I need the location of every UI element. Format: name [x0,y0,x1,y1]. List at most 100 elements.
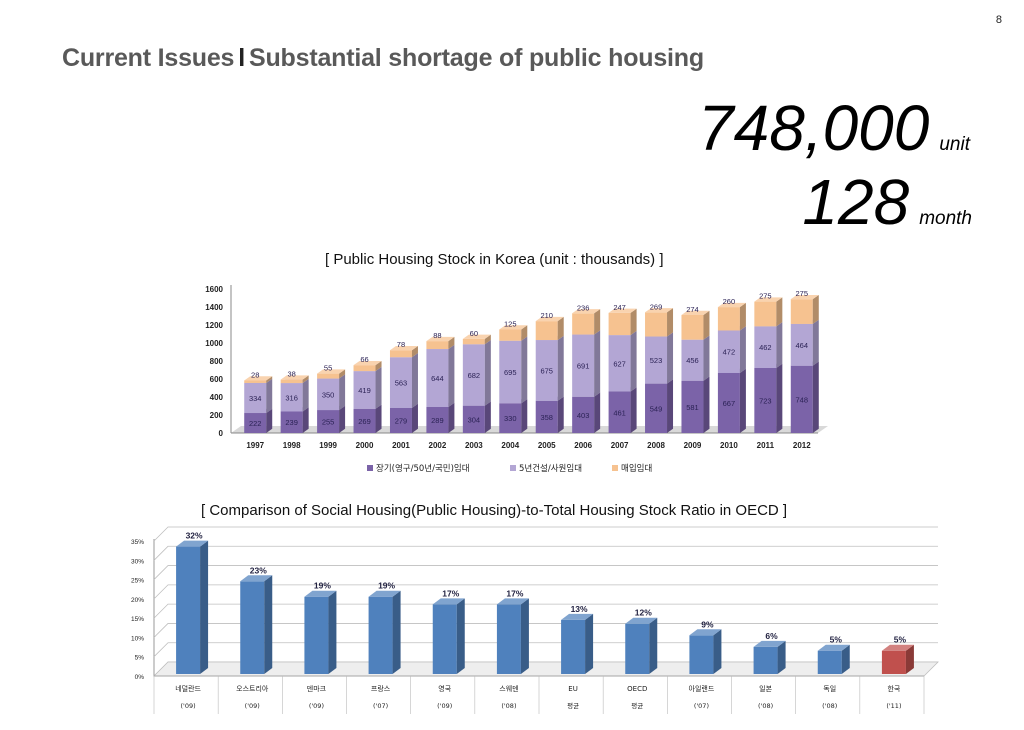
chart2-bar-2-front [304,596,329,674]
chart2-bar-0-top [176,540,209,547]
highlight-months: 128 month [802,170,972,234]
chart2-bar-9-top [753,640,786,647]
chart1-y-tick: 0 [219,429,224,438]
chart2-x-tick-name: 한국 [887,685,900,693]
chart2-bar-2-top [304,590,337,597]
chart2-bar-2 [304,590,337,674]
chart1-bar-purchase-1998-top [280,375,309,380]
chart2-x-tick-year: ('07) [373,702,388,710]
chart1-bar-purchase-2007-side [630,308,637,336]
chart1-bar-long-term-1997-side [266,408,273,433]
chart1-bar-purchase-2003 [462,334,491,345]
chart2-gridline [153,584,938,600]
chart2-data-label: 23% [250,565,267,575]
chart2-gridline [153,623,938,638]
chart2-y-tick: 30% [131,558,144,565]
chart2-gridline [153,565,938,580]
chart1-bar-purchase-2007-top [608,308,637,313]
chart1-x-tick: 2011 [757,441,775,450]
chart2-x-tick-year: ('08) [758,702,773,710]
chart1-data-label: 274 [686,305,699,314]
chart2-y-tick: 25% [131,578,144,585]
chart2-bar-9-side [777,640,786,674]
chart1-bar-long-term-2007-front [608,391,631,433]
chart1-data-label: 255 [322,418,335,427]
chart2-bar-7-top [625,617,658,624]
chart1-bar-five-year-2009-front [681,339,704,381]
chart1-bar-purchase-2003-side [484,334,491,345]
chart1-bar-purchase-1998-side [302,375,309,384]
chart2-bar-3-side [392,590,401,674]
chart1-x-tick: 2007 [611,441,629,450]
chart2-x-tick-name: 영국 [438,684,451,693]
chart2-bar-4-front [432,604,457,674]
highlight-units: 748,000 unit [698,96,970,160]
chart1-data-label: 644 [431,374,444,383]
chart1-bar-purchase-2011-side [776,297,783,327]
chart1-data-label: 748 [796,395,809,404]
chart1-bar-long-term-2005-side [557,396,564,433]
chart2-bar-5-top [496,598,529,605]
chart1-y-tick: 1000 [205,339,223,348]
chart1-bar-purchase-2005 [535,316,564,341]
highlight-months-value: 128 [802,166,910,238]
chart1-bar-long-term-1999-front [317,410,340,433]
chart1-bar-purchase-1999 [317,369,346,379]
chart2-bar-8 [689,629,722,674]
chart1-bar-five-year-2001-side [411,353,418,408]
chart1-bar-long-term-2006-side [594,392,601,433]
chart1-bar-five-year-2003 [462,340,491,406]
chart1-data-label: 55 [324,364,332,373]
chart1-data-label: 247 [613,303,626,312]
chart1-data-label: 682 [468,371,481,380]
chart1-data-label: 464 [796,341,809,350]
chart1-bar-long-term-2004-front [499,403,522,433]
chart2-title: [ Comparison of Social Housing(Public Ho… [201,502,788,519]
chart1-x-tick: 2010 [720,441,738,450]
chart1-bar-long-term-2009 [681,376,710,433]
chart1-bar-five-year-2007-side [630,330,637,392]
chart1-y-tick: 400 [210,393,224,402]
chart1-bar-five-year-1999-side [339,374,346,411]
chart1-bar-five-year-2011-side [776,322,783,368]
chart1-bar-purchase-2007-front [608,312,631,336]
chart1-y-tick: 200 [210,411,224,420]
chart2-bar-10-side [841,644,850,674]
chart2-bar-1-top [240,575,273,582]
chart1-bar-five-year-2004-side [521,336,528,404]
chart2-x-tick-name: 오스트리아 [236,684,269,693]
chart2-x-tick-name: 일본 [759,684,772,693]
chart1-bar-long-term-2004-side [521,399,528,433]
chart1-bar-five-year-2000-front [353,371,376,409]
chart1-bar-long-term-1999-side [339,405,346,433]
chart2-x-tick-name: 네덜란드 [175,684,201,693]
chart1-bar-five-year-2010-front [717,330,740,373]
chart1-bar-long-term-2009-front [681,380,704,433]
chart1-x-tick: 2000 [356,441,374,450]
chart1-data-label: 210 [540,311,553,320]
chart1-data-label: 456 [686,356,699,365]
chart1-bar-long-term-2001-front [389,407,412,433]
chart1-bar-purchase-2002-side [448,336,455,350]
chart2-data-label: 17% [442,588,459,598]
chart1-data-label: 581 [686,403,699,412]
chart2-bar-10-top [817,644,850,651]
chart1-bar-long-term-1998-front [280,411,303,433]
chart2-x-tick-year: ('09) [245,702,260,710]
chart2-bar-8-side [713,629,722,674]
chart2-y-tick: 35% [131,539,144,546]
chart1-y-tick: 600 [210,375,224,384]
chart1-bar-five-year-1999-front [317,378,340,411]
chart1-x-tick: 1997 [246,441,264,450]
chart1-bar-long-term-2001-side [411,403,418,433]
chart1-bar-five-year-1997-front [244,382,267,414]
chart2-bar-7 [625,617,658,674]
chart1-legend-label-long-term: 장기(영구/50년/국민)임대 [376,463,470,474]
chart2-bar-3-top [368,590,401,597]
chart2-data-label: 5% [830,635,843,645]
title-separator: l [238,44,246,72]
chart2-bar-8-front [689,635,714,674]
chart1-bar-long-term-2010-front [717,372,740,433]
chart1-bar-five-year-2011 [754,322,783,368]
chart1-bar-purchase-2008 [645,308,674,337]
